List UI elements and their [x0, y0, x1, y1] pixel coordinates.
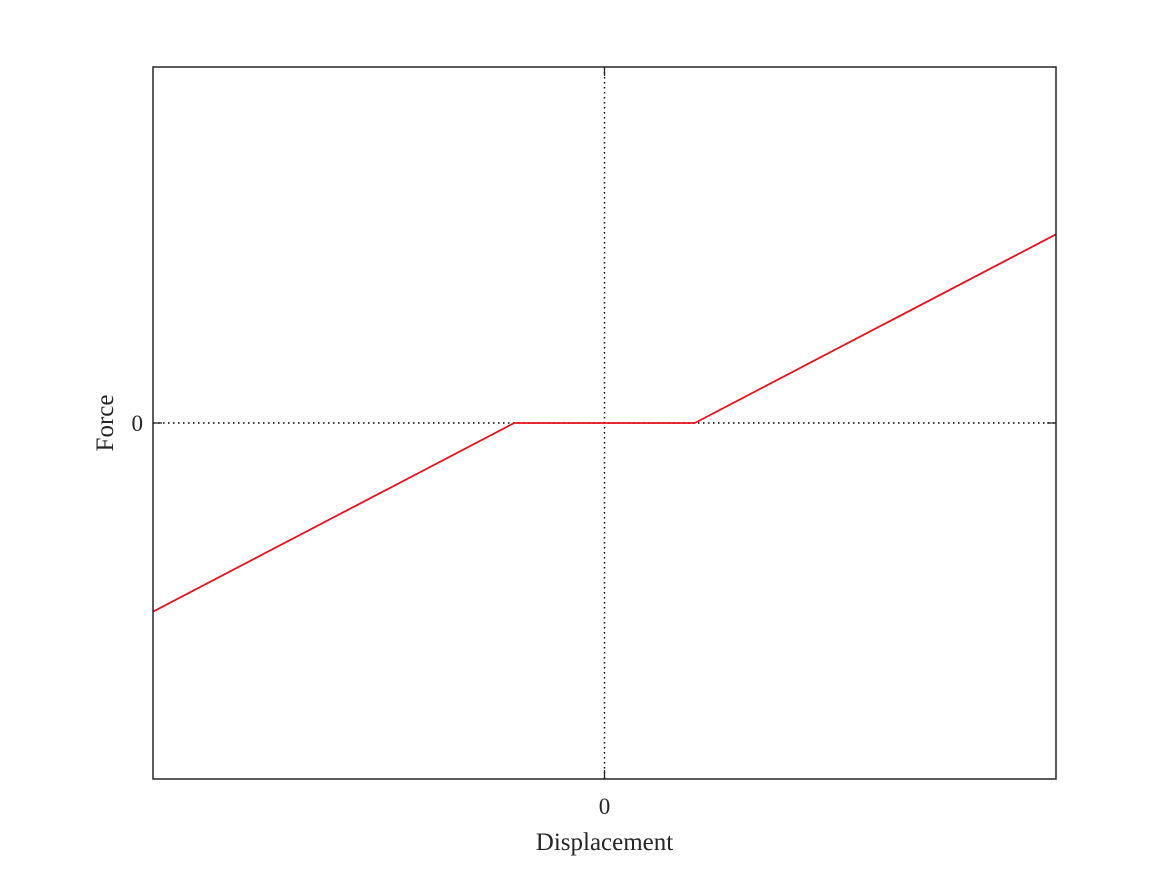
force-displacement-line [152, 233, 1057, 613]
series-layer [152, 233, 1057, 613]
x-tick-label: 0 [599, 794, 611, 819]
tick-layer: 00 [132, 67, 1056, 819]
x-axis-label: Displacement [536, 829, 674, 856]
y-axis-label: Force [92, 395, 119, 452]
y-tick-label: 0 [132, 411, 144, 436]
